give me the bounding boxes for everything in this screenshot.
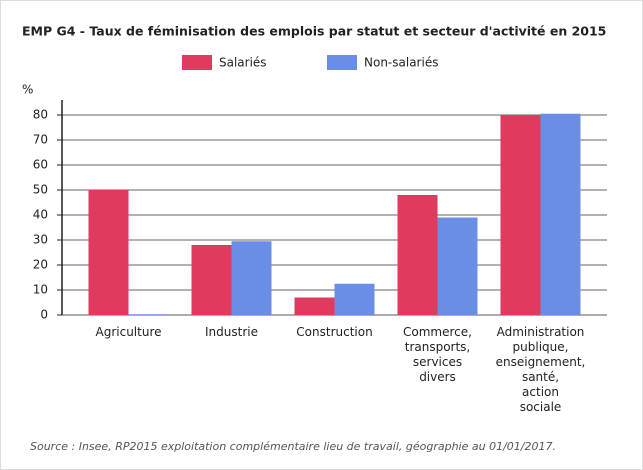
x-tick-label-line: Construction [296, 325, 372, 339]
legend-swatch [327, 55, 357, 70]
legend-label: Salariés [219, 56, 267, 70]
chart-title: EMP G4 - Taux de féminisation des emploi… [22, 24, 606, 39]
x-tick-label-line: Industrie [205, 325, 258, 339]
bar [540, 113, 581, 315]
bar [128, 314, 169, 315]
y-tick-label: 0 [40, 308, 48, 322]
y-tick-label: 20 [33, 258, 48, 272]
x-tick-label: Agriculture [96, 325, 162, 339]
bar [334, 283, 375, 315]
y-tick-label: 80 [33, 108, 48, 122]
x-tick-label-line: Agriculture [96, 325, 162, 339]
bar [397, 195, 438, 315]
y-tick-label: 60 [33, 158, 48, 172]
bar [231, 241, 272, 315]
bar [88, 190, 129, 315]
x-tick-label: Commerce, transports, services divers [403, 325, 472, 384]
x-tick-label-line: services [413, 355, 462, 369]
bar [500, 115, 541, 315]
x-tick-label-line: santé, [522, 370, 559, 384]
x-tick-label: Administration publique, enseignement, sant… [496, 325, 586, 414]
x-tick-label-line: transports, [405, 340, 471, 354]
x-tick-label-line: Administration [497, 325, 585, 339]
y-tick-label: 30 [33, 233, 48, 247]
source-note: Source : Insee, RP2015 exploitation comp… [30, 440, 556, 453]
x-tick-label: Construction [296, 325, 372, 339]
x-tick-label-line: sociale [520, 400, 562, 414]
y-tick-label: 40 [33, 208, 48, 222]
y-tick-label: 70 [33, 133, 48, 147]
x-tick-label-line: enseignement, [496, 355, 586, 369]
y-axis-label: % [22, 83, 33, 97]
x-tick-label-line: Commerce, [403, 325, 472, 339]
x-tick-label-line: divers [419, 370, 456, 384]
bar [437, 217, 478, 315]
y-tick-label: 10 [33, 283, 48, 297]
x-tick-label: Industrie [205, 325, 258, 339]
legend-label: Non-salariés [364, 56, 438, 70]
bar [191, 245, 232, 315]
y-tick-label: 50 [33, 183, 48, 197]
bar [294, 297, 335, 315]
x-tick-label-line: action [522, 385, 559, 399]
x-tick-label-line: publique, [513, 340, 569, 354]
legend-swatch [182, 55, 212, 70]
